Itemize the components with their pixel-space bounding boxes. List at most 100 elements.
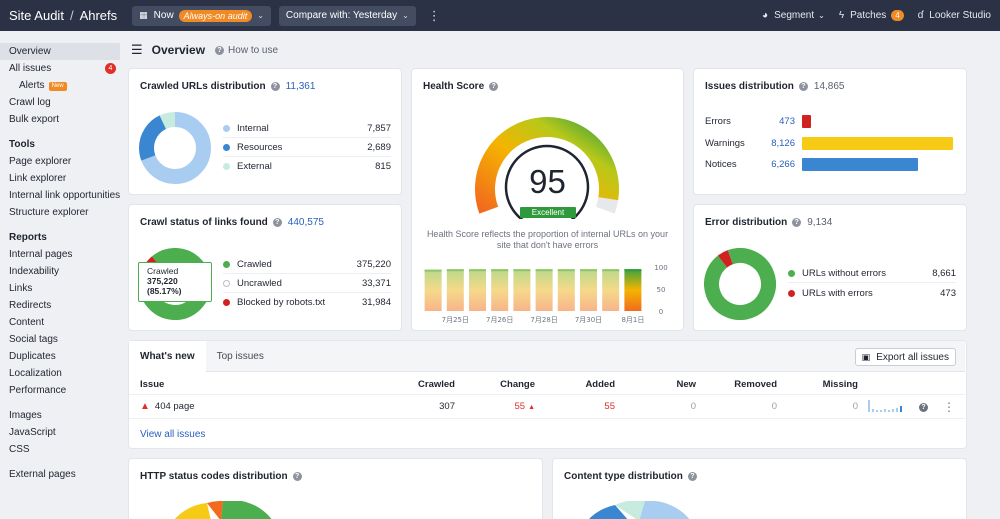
column-header-crawled[interactable]: Crawled: [418, 379, 455, 390]
cell-added[interactable]: 55: [604, 401, 615, 412]
cell-missing[interactable]: 0: [852, 401, 858, 412]
issue-count[interactable]: 473: [779, 115, 795, 127]
sidebar-item-javascript[interactable]: JavaScript: [9, 427, 56, 438]
legend-row[interactable]: Internal 7,857: [223, 119, 391, 138]
legend-row[interactable]: Crawled 375,220: [223, 255, 391, 274]
sidebar-item-label: All issues: [9, 63, 52, 74]
sidebar-item-all-issues[interactable]: All issues 4: [0, 60, 120, 77]
health-bar-5[interactable]: [535, 269, 553, 311]
legend-row[interactable]: Blocked by robots.txt 31,984: [223, 293, 391, 312]
column-header-new[interactable]: New: [676, 379, 696, 390]
sidebar-item-redirects[interactable]: Redirects: [9, 300, 52, 311]
column-header-added[interactable]: Added: [585, 379, 615, 390]
health-bar-1[interactable]: [446, 269, 464, 311]
issue-count[interactable]: 8,126: [771, 137, 795, 149]
legend-row[interactable]: External 815: [223, 157, 391, 176]
sidebar-item-internal-pages[interactable]: Internal pages: [9, 249, 73, 260]
issue-count[interactable]: 6,266: [771, 158, 795, 170]
health-y-tick-label: 50: [657, 286, 666, 294]
health-bar-8[interactable]: [602, 269, 620, 311]
project-name[interactable]: Ahrefs: [79, 8, 118, 23]
column-header-removed[interactable]: Removed: [734, 379, 777, 390]
health-score-gauge: [475, 117, 619, 219]
donut-slice-1[interactable]: [139, 112, 211, 184]
help-icon[interactable]: ?: [272, 218, 282, 227]
chevron-down-icon: ⌄: [818, 11, 825, 20]
health-rating-badge: Excellent: [520, 207, 576, 218]
health-bar-7[interactable]: [580, 269, 597, 311]
sidebar-item-localization[interactable]: Localization: [9, 368, 62, 379]
more-options-icon[interactable]: ⋮: [427, 7, 441, 23]
health-bar-2[interactable]: [469, 269, 486, 311]
issue-row-name[interactable]: ▲ 404 page: [140, 401, 195, 412]
sidebar-item-external-pages[interactable]: External pages: [9, 469, 76, 480]
sidebar-item-social-tags[interactable]: Social tags: [9, 334, 58, 345]
app-name[interactable]: Site Audit: [9, 8, 64, 23]
crawl-status-total[interactable]: 440,575: [287, 217, 324, 228]
issues-row-notices[interactable]: Notices 6,266: [705, 156, 918, 172]
health-history-chart[interactable]: 7月25日 7月26日 7月28日 7月30日 8月1日 100 50 0: [420, 265, 675, 327]
export-all-issues-button[interactable]: ▣ Export all issues: [854, 348, 956, 366]
health-score-value: 95: [529, 163, 566, 200]
help-icon[interactable]: ?: [270, 82, 280, 91]
help-icon[interactable]: ?: [792, 218, 802, 227]
health-bar-6[interactable]: [557, 269, 575, 311]
cell-new[interactable]: 0: [690, 401, 696, 412]
health-bar-4[interactable]: [513, 269, 531, 311]
column-header-missing[interactable]: Missing: [822, 379, 858, 390]
legend-value: 2,689: [367, 141, 391, 153]
sidebar-item-images[interactable]: Images: [9, 410, 42, 421]
sidebar-item-structure-explorer[interactable]: Structure explorer: [9, 207, 89, 218]
legend-dot: [223, 143, 230, 151]
cell-crawled[interactable]: 307: [439, 401, 455, 412]
sidebar-item-alerts[interactable]: Alerts New: [0, 77, 120, 94]
sidebar-item-duplicates[interactable]: Duplicates: [9, 351, 56, 362]
sidebar-item-links[interactable]: Links: [9, 283, 33, 294]
column-header-change[interactable]: Change: [500, 379, 535, 390]
view-all-issues-link[interactable]: View all issues: [140, 429, 206, 440]
looker-studio-button[interactable]: ɗ Looker Studio: [918, 10, 991, 21]
legend-row[interactable]: URLs with errors 473: [788, 284, 956, 303]
sidebar-item-page-explorer[interactable]: Page explorer: [9, 156, 72, 167]
legend-row[interactable]: URLs without errors 8,661: [788, 264, 956, 283]
health-bar-9[interactable]: [624, 269, 642, 311]
crawled-urls-total[interactable]: 11,361: [285, 81, 316, 92]
sidebar-item-bulk-export[interactable]: Bulk export: [9, 114, 60, 125]
health-bar-0[interactable]: [424, 269, 442, 311]
legend-row[interactable]: Resources 2,689: [223, 138, 391, 157]
cell-change[interactable]: 55 ▲: [514, 401, 535, 412]
help-icon[interactable]: ?: [798, 82, 808, 91]
health-bar-3[interactable]: [491, 269, 509, 311]
donut-slice-0[interactable]: [704, 248, 776, 320]
sidebar-item-content[interactable]: Content: [9, 317, 45, 328]
how-to-use-link[interactable]: ? How to use: [215, 45, 278, 56]
sidebar-item-performance[interactable]: Performance: [9, 385, 67, 396]
compare-with-button[interactable]: Compare with: Yesterday ⌄: [278, 5, 416, 26]
segment-button[interactable]: ◕ Segment ⌄: [762, 10, 825, 21]
menu-icon[interactable]: ☰: [131, 42, 143, 57]
health-x-tick-label: 7月30日: [575, 316, 602, 324]
row-options-icon[interactable]: ⋮: [943, 400, 955, 414]
sidebar-item-crawl-log[interactable]: Crawl log: [9, 97, 51, 108]
tab-top-issues[interactable]: Top issues: [216, 351, 264, 362]
sidebar-item-internal-link-opportunities[interactable]: Internal link opportunities: [9, 190, 121, 201]
sidebar-item-css[interactable]: CSS: [9, 444, 30, 455]
legend-row[interactable]: Uncrawled 33,371: [223, 274, 391, 293]
column-header-issue[interactable]: Issue: [140, 379, 165, 390]
crawl-selector-button[interactable]: ▦ Now Always-on audit ⌄: [132, 5, 271, 26]
card-header: HTTP status codes distribution ?: [140, 471, 302, 482]
donut-slice-2[interactable]: [139, 112, 211, 184]
issues-row-warnings[interactable]: Warnings 8,126: [705, 135, 953, 151]
sidebar-item-link-explorer[interactable]: Link explorer: [9, 173, 67, 184]
sidebar-item-indexability[interactable]: Indexability: [9, 266, 60, 277]
help-icon[interactable]: ?: [687, 472, 697, 481]
help-icon[interactable]: ?: [489, 82, 499, 91]
sidebar-item-overview[interactable]: Overview: [0, 43, 120, 60]
cell-removed[interactable]: 0: [771, 401, 777, 412]
issues-row-errors[interactable]: Errors 473: [705, 113, 811, 129]
help-icon[interactable]: ?: [292, 472, 302, 481]
tab-whats-new[interactable]: What's new: [129, 341, 206, 372]
card-header: Issues distribution ? 14,865: [705, 81, 845, 92]
patches-button[interactable]: ϟ Patches 4: [839, 10, 904, 21]
help-icon[interactable]: ?: [919, 403, 928, 412]
